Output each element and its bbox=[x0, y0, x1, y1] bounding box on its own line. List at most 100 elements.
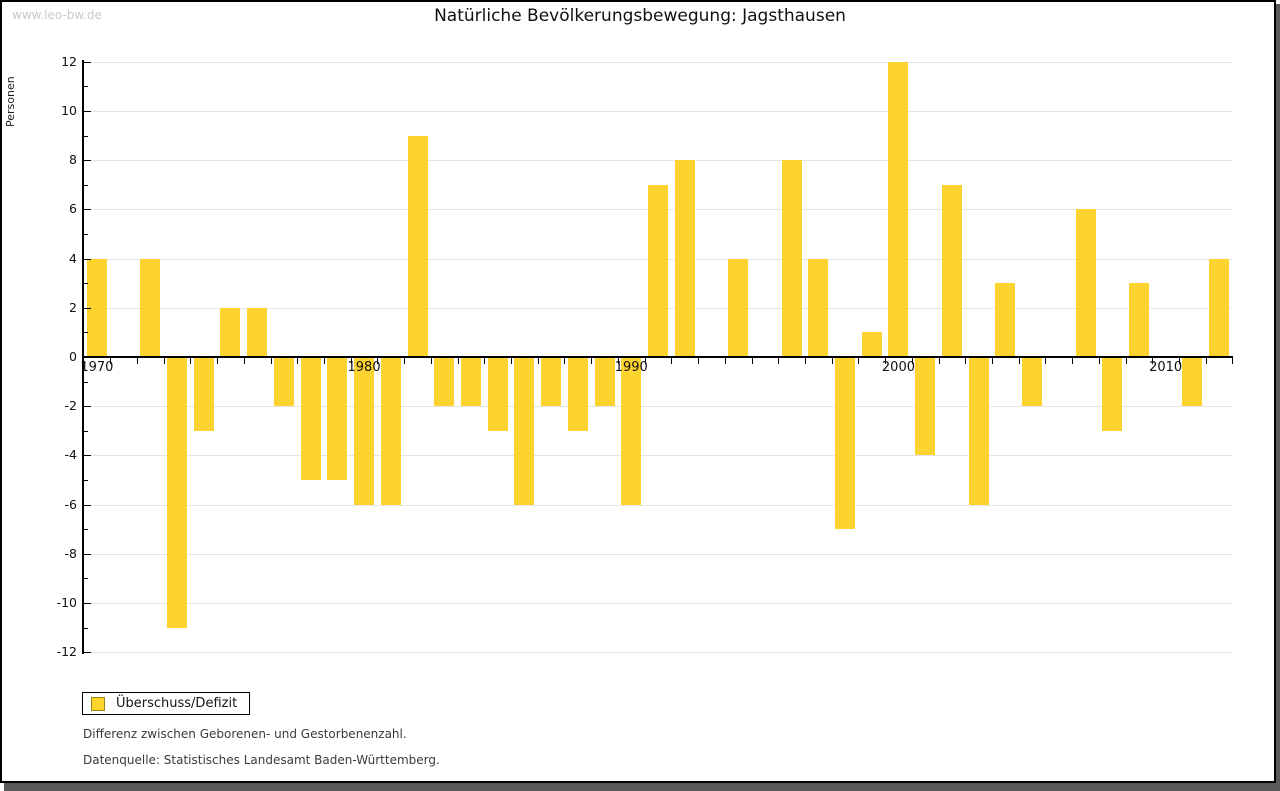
y-tick-6 bbox=[84, 209, 91, 211]
x-tick-38 bbox=[1098, 358, 1100, 364]
y-tick--5 bbox=[84, 480, 88, 481]
legend-box: Überschuss/Defizit bbox=[82, 692, 250, 715]
x-tick-32 bbox=[938, 358, 940, 364]
gridline-8 bbox=[83, 160, 1232, 162]
bar-1997 bbox=[808, 258, 829, 357]
x-tick-36 bbox=[1045, 358, 1047, 364]
x-tick-16 bbox=[511, 358, 513, 364]
y-tick--6 bbox=[84, 504, 91, 506]
y-tick-label--8: -8 bbox=[64, 545, 77, 561]
x-tick-18 bbox=[564, 358, 566, 364]
y-tick-label-0: 0 bbox=[69, 349, 77, 364]
gridline--10 bbox=[83, 603, 1232, 604]
bar-1992 bbox=[674, 160, 695, 357]
bar-1976 bbox=[247, 307, 268, 357]
x-axis-line bbox=[83, 356, 1233, 358]
bar-2007 bbox=[1075, 209, 1096, 357]
bar-2012 bbox=[1209, 258, 1230, 357]
x-tick-12 bbox=[404, 358, 406, 364]
y-tick-1 bbox=[84, 332, 88, 334]
x-tick-40 bbox=[1152, 358, 1154, 364]
y-tick--10 bbox=[84, 603, 91, 604]
frame-shadow-right bbox=[1276, 4, 1280, 791]
x-tick-42 bbox=[1205, 358, 1207, 364]
x-tick-37 bbox=[1072, 358, 1074, 364]
bar-1991 bbox=[647, 184, 668, 357]
x-tick-2 bbox=[136, 358, 138, 364]
y-tick--1 bbox=[84, 381, 88, 383]
y-tick-label--4: -4 bbox=[64, 447, 77, 463]
y-tick-10 bbox=[84, 111, 91, 112]
x-tick-21 bbox=[644, 358, 646, 364]
bar-1970 bbox=[86, 258, 107, 357]
x-tick-34 bbox=[991, 358, 993, 364]
bar-1984 bbox=[460, 357, 481, 407]
bar-1972 bbox=[140, 258, 161, 357]
bar-1990 bbox=[621, 357, 642, 505]
y-tick-label-2: 2 bbox=[69, 299, 77, 315]
footnote-source: Datenquelle: Statistisches Landesamt Bad… bbox=[83, 753, 440, 767]
y-tick-label--2: -2 bbox=[64, 398, 77, 414]
bar-1974 bbox=[193, 357, 214, 431]
gridline-10 bbox=[83, 111, 1232, 112]
x-tick-27 bbox=[804, 358, 806, 364]
x-tick-label-2000: 2000 bbox=[881, 360, 915, 375]
x-tick-4 bbox=[190, 358, 192, 364]
x-tick-6 bbox=[243, 358, 245, 364]
x-tick-43 bbox=[1232, 358, 1234, 364]
bar-1996 bbox=[781, 160, 802, 357]
x-tick-24 bbox=[724, 358, 726, 364]
x-tick-label-2010: 2010 bbox=[1149, 360, 1183, 375]
bar-1978 bbox=[300, 357, 321, 480]
bar-1981 bbox=[380, 357, 401, 505]
x-tick-label-1970: 1970 bbox=[80, 360, 114, 375]
y-tick-4 bbox=[84, 258, 91, 260]
y-tick-2 bbox=[84, 307, 91, 309]
bar-2002 bbox=[941, 184, 962, 357]
bar-1975 bbox=[220, 307, 241, 357]
bar-1985 bbox=[487, 357, 508, 431]
gridline--6 bbox=[83, 504, 1232, 506]
bar-1980 bbox=[354, 357, 375, 505]
y-tick-label-4: 4 bbox=[69, 250, 77, 266]
bar-2011 bbox=[1182, 357, 1203, 407]
y-tick--9 bbox=[84, 578, 88, 580]
x-tick-5 bbox=[217, 358, 219, 364]
y-tick--8 bbox=[84, 553, 91, 555]
x-tick-14 bbox=[457, 358, 459, 364]
x-tick-8 bbox=[297, 358, 299, 364]
x-tick-1 bbox=[110, 358, 112, 364]
y-tick-3 bbox=[84, 283, 88, 285]
gridline--4 bbox=[83, 455, 1232, 457]
bar-2009 bbox=[1128, 283, 1149, 357]
y-tick-label-6: 6 bbox=[69, 201, 77, 217]
bar-1973 bbox=[167, 357, 188, 628]
x-tick-13 bbox=[430, 358, 432, 364]
y-tick-label--6: -6 bbox=[64, 496, 77, 512]
bar-1977 bbox=[273, 357, 294, 407]
y-tick-11 bbox=[84, 86, 88, 88]
bar-1987 bbox=[541, 357, 562, 407]
frame-shadow-bottom bbox=[4, 783, 1280, 791]
bar-2001 bbox=[915, 357, 936, 456]
x-tick-31 bbox=[911, 358, 913, 364]
gridline--12 bbox=[83, 652, 1232, 654]
y-tick-5 bbox=[84, 234, 88, 235]
bar-1986 bbox=[514, 357, 535, 505]
y-tick-0 bbox=[84, 357, 91, 358]
bar-2004 bbox=[995, 283, 1016, 357]
x-tick-33 bbox=[965, 358, 967, 364]
chart-title: Natürliche Bevölkerungsbewegung: Jagstha… bbox=[434, 6, 846, 26]
x-tick-9 bbox=[323, 358, 325, 364]
bar-1983 bbox=[434, 357, 455, 407]
y-tick-label--12: -12 bbox=[56, 644, 77, 660]
gridline-12 bbox=[83, 61, 1232, 63]
bar-1989 bbox=[594, 357, 615, 407]
y-tick--7 bbox=[84, 529, 88, 531]
y-axis-label: Personen bbox=[4, 76, 17, 127]
x-tick-35 bbox=[1018, 358, 1020, 364]
y-tick-7 bbox=[84, 184, 88, 186]
y-tick-12 bbox=[84, 61, 91, 63]
bar-2005 bbox=[1022, 357, 1043, 407]
